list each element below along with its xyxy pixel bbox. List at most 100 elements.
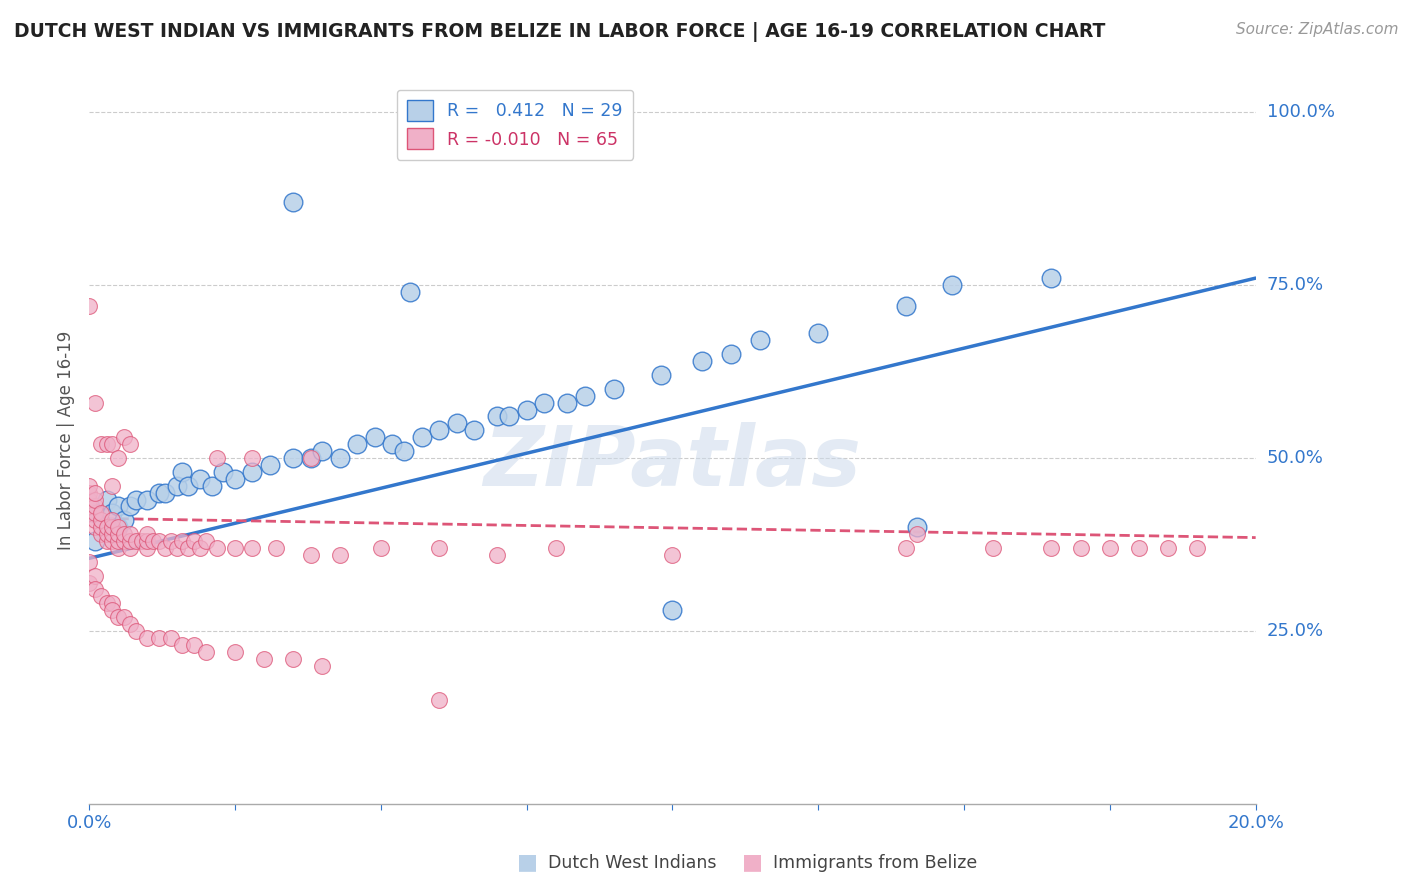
Point <box>194 645 217 659</box>
Point <box>107 450 129 465</box>
Point <box>242 465 264 479</box>
Point <box>90 513 112 527</box>
Point <box>172 638 194 652</box>
Point <box>131 534 153 549</box>
Text: Source: ZipAtlas.com: Source: ZipAtlas.com <box>1236 22 1399 37</box>
Point <box>136 541 159 555</box>
Point <box>83 534 105 549</box>
Point <box>661 603 683 617</box>
Point <box>83 513 105 527</box>
Point <box>224 472 246 486</box>
Point <box>96 520 118 534</box>
Point <box>283 651 305 665</box>
Point <box>690 354 713 368</box>
Point <box>136 534 159 549</box>
Point <box>166 478 188 492</box>
Point <box>183 638 205 652</box>
Point <box>148 485 170 500</box>
Point <box>364 430 387 444</box>
Point <box>77 500 100 514</box>
Point <box>166 541 188 555</box>
Point <box>101 520 124 534</box>
Point <box>125 492 148 507</box>
Point <box>299 548 322 562</box>
Point <box>905 520 928 534</box>
Point <box>1098 541 1121 555</box>
Point <box>107 610 129 624</box>
Point <box>112 610 135 624</box>
Point <box>172 534 194 549</box>
Point <box>101 534 124 549</box>
Point <box>107 520 129 534</box>
Point <box>253 651 276 665</box>
Point <box>153 541 176 555</box>
Point <box>183 534 205 549</box>
Point <box>136 527 159 541</box>
Point <box>194 534 217 549</box>
Point <box>101 437 124 451</box>
Point <box>427 693 450 707</box>
Point <box>188 541 211 555</box>
Point <box>188 472 211 486</box>
Point <box>101 527 124 541</box>
Point <box>748 334 770 348</box>
Point <box>242 541 264 555</box>
Text: DUTCH WEST INDIAN VS IMMIGRANTS FROM BELIZE IN LABOR FORCE | AGE 16-19 CORRELATI: DUTCH WEST INDIAN VS IMMIGRANTS FROM BEL… <box>14 22 1105 42</box>
Point <box>96 520 118 534</box>
Point <box>101 513 124 527</box>
Point <box>299 450 322 465</box>
Point <box>112 534 135 549</box>
Point <box>96 492 118 507</box>
Text: 100.0%: 100.0% <box>1267 103 1334 121</box>
Point <box>118 617 141 632</box>
Point <box>574 389 596 403</box>
Point <box>941 278 963 293</box>
Point <box>90 590 112 604</box>
Point <box>77 555 100 569</box>
Text: ■: ■ <box>742 853 762 872</box>
Point <box>329 548 352 562</box>
Point <box>346 437 368 451</box>
Point <box>427 423 450 437</box>
Point <box>101 507 124 521</box>
Point <box>77 485 100 500</box>
Point <box>463 423 485 437</box>
Point <box>311 658 333 673</box>
Point <box>96 527 118 541</box>
Point <box>207 450 229 465</box>
Point <box>90 520 112 534</box>
Point <box>533 395 555 409</box>
Point <box>177 541 200 555</box>
Text: 25.0%: 25.0% <box>1267 622 1324 640</box>
Point <box>136 492 159 507</box>
Point <box>107 520 129 534</box>
Point <box>486 548 509 562</box>
Point <box>101 478 124 492</box>
Point <box>118 527 141 541</box>
Point <box>107 500 129 514</box>
Point <box>544 541 567 555</box>
Point <box>329 450 352 465</box>
Point <box>77 507 100 521</box>
Point <box>224 645 246 659</box>
Point <box>1040 271 1063 285</box>
Point <box>392 444 415 458</box>
Y-axis label: In Labor Force | Age 16-19: In Labor Force | Age 16-19 <box>58 331 75 550</box>
Point <box>1070 541 1092 555</box>
Point <box>661 548 683 562</box>
Legend: R =   0.412   N = 29, R = -0.010   N = 65: R = 0.412 N = 29, R = -0.010 N = 65 <box>396 90 633 160</box>
Point <box>650 368 672 382</box>
Point <box>894 541 917 555</box>
Point <box>446 417 468 431</box>
Point <box>118 541 141 555</box>
Point <box>107 527 129 541</box>
Point <box>486 409 509 424</box>
Point <box>96 437 118 451</box>
Point <box>107 541 129 555</box>
Point <box>148 534 170 549</box>
Point <box>172 465 194 479</box>
Point <box>112 513 135 527</box>
Point <box>427 541 450 555</box>
Point <box>515 402 537 417</box>
Text: Immigrants from Belize: Immigrants from Belize <box>773 855 977 872</box>
